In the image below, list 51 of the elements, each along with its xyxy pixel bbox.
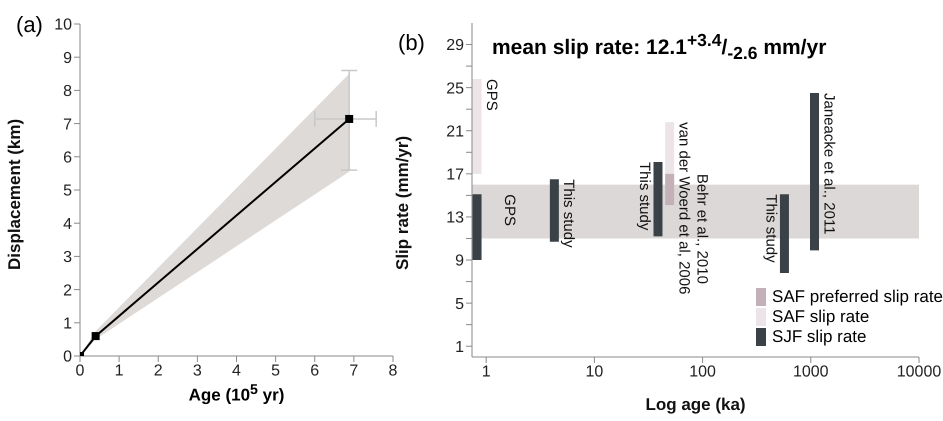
text: (b) bbox=[398, 30, 425, 56]
y-axis-title: Slip rate (mm/yr) bbox=[393, 136, 412, 270]
annotation: This study bbox=[560, 179, 578, 248]
y-tick-label: 29 bbox=[446, 37, 464, 54]
x-tick-label: 7 bbox=[349, 362, 358, 380]
y-tick-label: 17 bbox=[446, 166, 464, 184]
y-tick-label: 0 bbox=[63, 348, 72, 366]
x-axis-title: Age (10$^{5}$ yr) bbox=[188, 382, 286, 406]
legend-label: SAF slip rate bbox=[772, 307, 870, 327]
y-tick-label: 2 bbox=[63, 282, 72, 300]
annotation: This study bbox=[636, 162, 653, 231]
y-tick-label: 7 bbox=[63, 116, 72, 134]
y-tick-label: 5 bbox=[63, 182, 72, 200]
x-tick-label: 10 bbox=[585, 363, 604, 380]
x-tick-label: 6 bbox=[310, 362, 320, 380]
x-tick-label: 5 bbox=[271, 362, 280, 380]
y-axis-title: Displacement (km) bbox=[5, 118, 24, 270]
y-tick-label: 8 bbox=[63, 83, 72, 100]
x-tick-label: 1 bbox=[114, 362, 124, 380]
x-tick-label: 0 bbox=[76, 362, 85, 380]
y-tick-label: 6 bbox=[63, 149, 72, 166]
text: mean slip rate: 12.1$^{+3.4}$/$_{-2.6}$ mm/yr bbox=[492, 30, 826, 64]
y-tick-label: 9 bbox=[63, 50, 72, 67]
y-tick-label: 1 bbox=[455, 338, 464, 356]
text: (a) bbox=[16, 12, 43, 38]
legend-label: SJF slip rate bbox=[772, 327, 866, 347]
x-axis-title: Log age (ka) bbox=[645, 395, 746, 414]
y-tick-label: 4 bbox=[63, 216, 72, 233]
y-tick-label: 3 bbox=[63, 249, 72, 266]
annotation: Janeacke et al., 2011 bbox=[820, 93, 838, 235]
x-tick-label: 100 bbox=[689, 363, 716, 380]
y-tick-label: 9 bbox=[455, 252, 464, 270]
x-tick-label: 8 bbox=[388, 362, 398, 380]
annotation: This study bbox=[762, 194, 780, 264]
legend-label: SAF preferred slip rate bbox=[772, 287, 943, 307]
annotation: GPS bbox=[482, 79, 500, 111]
y-tick-label: 13 bbox=[446, 210, 464, 227]
x-tick-label: 10000 bbox=[896, 363, 942, 380]
y-tick-label: 5 bbox=[455, 296, 464, 313]
x-tick-label: 4 bbox=[232, 362, 242, 380]
x-tick-label: 2 bbox=[154, 362, 163, 380]
annotation: GPS bbox=[500, 194, 518, 226]
x-tick-label: 1 bbox=[482, 363, 491, 380]
y-tick-label: 1 bbox=[63, 315, 72, 332]
y-tick-label: 21 bbox=[446, 123, 464, 140]
x-tick-label: 3 bbox=[192, 362, 202, 380]
y-tick-label: 25 bbox=[446, 80, 464, 98]
annotation: van der Woerd et al, 2006 bbox=[676, 122, 692, 294]
x-tick-label: 1000 bbox=[792, 363, 829, 380]
annotation: Behr et al., 2010 bbox=[694, 174, 710, 284]
y-tick-label: 10 bbox=[54, 16, 72, 34]
